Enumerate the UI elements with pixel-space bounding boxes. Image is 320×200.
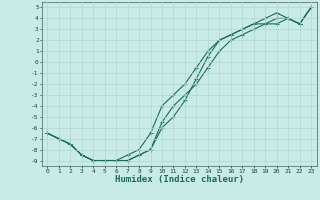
X-axis label: Humidex (Indice chaleur): Humidex (Indice chaleur) <box>115 175 244 184</box>
